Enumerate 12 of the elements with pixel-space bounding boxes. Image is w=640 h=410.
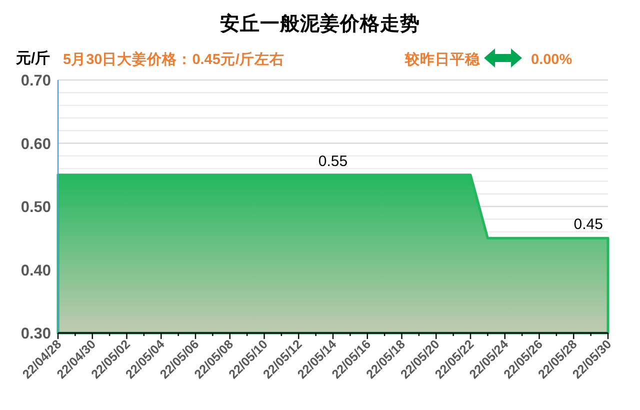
y-tick-label: 0.70 bbox=[20, 72, 51, 90]
data-label: 0.45 bbox=[574, 216, 603, 234]
data-label: 0.55 bbox=[318, 152, 348, 170]
text: 0.00% bbox=[531, 52, 572, 68]
y-tick-label: 0.30 bbox=[20, 326, 51, 342]
y-tick-label: 0.40 bbox=[20, 262, 51, 280]
y-tick-label: 0.50 bbox=[20, 199, 51, 216]
chart-title: 安丘一般泥姜价格走势 bbox=[220, 12, 420, 35]
chart-subtitle: 5月30日大姜价格：0.45元/斤左右 bbox=[63, 50, 284, 68]
y-tick-label: 0.60 bbox=[20, 136, 51, 153]
y-axis-title: 元/斤 bbox=[15, 50, 50, 67]
text: 较昨日平稳 bbox=[404, 51, 481, 68]
